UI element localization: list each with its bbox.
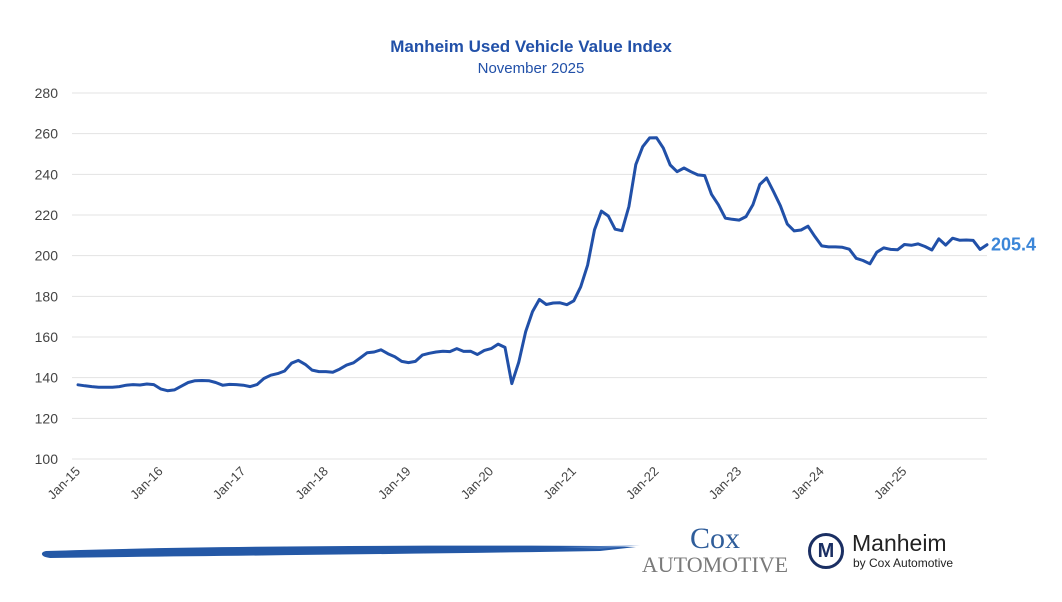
x-tick-label: Jan-15 <box>44 464 83 503</box>
y-axis-ticks: 100 120 140 160 180 200 220 240 260 280 <box>35 85 59 467</box>
x-tick-label: Jan-18 <box>292 464 331 503</box>
chart-title: Manheim Used Vehicle Value Index <box>390 37 672 56</box>
manheim-logo-icon: M <box>808 533 844 569</box>
y-tick-label: 240 <box>35 166 59 182</box>
gridlines <box>72 92 987 460</box>
cox-automotive-logo: Cox Automotive <box>640 522 790 577</box>
y-tick-label: 280 <box>35 85 59 101</box>
y-tick-label: 180 <box>35 288 59 304</box>
y-tick-label: 140 <box>35 370 59 386</box>
manheim-logo-name: Manheim <box>852 530 947 556</box>
x-tick-label: Jan-23 <box>705 464 744 503</box>
y-tick-label: 220 <box>35 207 59 223</box>
x-tick-label: Jan-21 <box>540 464 579 503</box>
cox-logo-line2: Automotive <box>641 552 789 577</box>
y-tick-label: 100 <box>35 451 59 467</box>
manheim-logo-mark: M <box>817 539 835 562</box>
y-tick-label: 260 <box>35 126 59 142</box>
chart-subtitle: November 2025 <box>477 60 585 77</box>
end-value-label: 205.4 <box>991 235 1036 255</box>
x-tick-label: Jan-20 <box>458 464 497 503</box>
x-tick-label: Jan-16 <box>127 464 166 503</box>
x-tick-label: Jan-17 <box>210 464 249 503</box>
x-tick-label: Jan-24 <box>788 464 827 503</box>
y-tick-label: 120 <box>35 410 59 426</box>
x-tick-label: Jan-25 <box>871 464 910 503</box>
cox-logo-line1: Cox <box>689 522 740 555</box>
series-line-index <box>76 136 989 393</box>
brush-stroke-tail <box>560 545 640 549</box>
y-tick-label: 160 <box>35 329 59 345</box>
x-tick-label: Jan-19 <box>375 464 414 503</box>
y-tick-label: 200 <box>35 248 59 264</box>
x-tick-label: Jan-22 <box>623 464 662 503</box>
x-axis-ticks: Jan-15 Jan-16 Jan-17 Jan-18 Jan-19 Jan-20 Jan-… <box>44 464 909 503</box>
brush-stroke-decoration <box>41 545 636 558</box>
manheim-logo-tagline: by Cox Automotive <box>853 556 954 570</box>
